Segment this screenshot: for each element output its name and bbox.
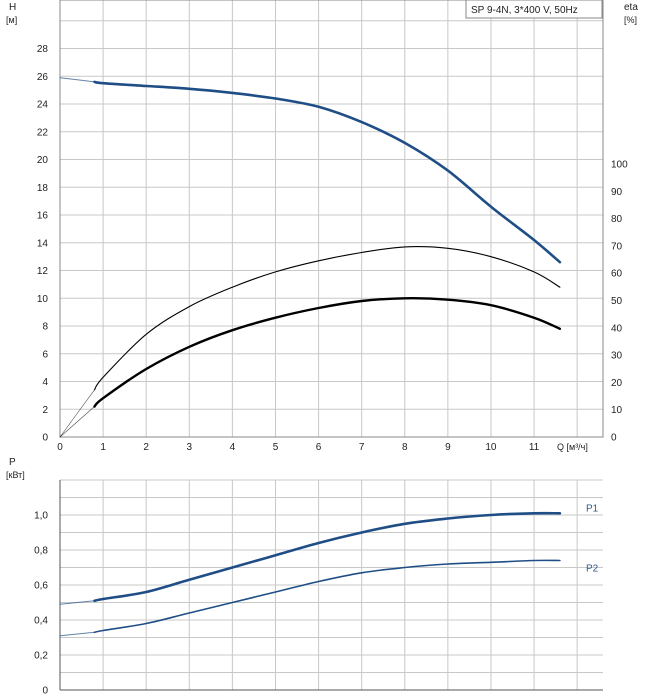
p-axis-label: P bbox=[9, 457, 16, 468]
p-tick-label: 0,4 bbox=[34, 616, 48, 627]
title-box bbox=[465, 0, 603, 19]
x-tick-label: 2 bbox=[143, 442, 149, 453]
chart-title: SP 9-4N, 3*400 V, 50Hz bbox=[471, 5, 578, 16]
y2-tick-label: 90 bbox=[611, 187, 623, 198]
x-tick-label: 8 bbox=[402, 442, 408, 453]
series-label-p2: P2 bbox=[586, 564, 599, 575]
series-line-eta-extrapolated bbox=[59, 389, 95, 438]
y-axis-label: H bbox=[9, 2, 16, 13]
y-tick-label: 22 bbox=[37, 127, 49, 138]
x-tick-label: 4 bbox=[230, 442, 236, 453]
series-line-eta-thick bbox=[93, 297, 562, 408]
p-tick-label: 0,6 bbox=[34, 581, 48, 592]
x-tick-label: 3 bbox=[187, 442, 193, 453]
series-line-p2-extrapolated bbox=[59, 631, 95, 637]
x-tick-label: 9 bbox=[445, 442, 451, 453]
y-tick-label: 6 bbox=[42, 349, 48, 360]
series-line-eta-thick-extrapolated bbox=[59, 406, 95, 438]
y2-axis-label: eta bbox=[624, 2, 638, 13]
p-tick-label: 0 bbox=[42, 686, 48, 697]
y-tick-label: 14 bbox=[37, 238, 49, 249]
y-tick-label: 16 bbox=[37, 211, 49, 222]
bottom-panel-grid bbox=[59, 479, 603, 691]
x-tick-label: 0 bbox=[57, 442, 63, 453]
y2-tick-label: 30 bbox=[611, 351, 623, 362]
y-tick-label: 24 bbox=[37, 100, 49, 111]
y2-tick-label: 50 bbox=[611, 296, 623, 307]
x-tick-label: 7 bbox=[359, 442, 365, 453]
p-tick-label: 0,8 bbox=[34, 546, 48, 557]
y-tick-label: 0 bbox=[42, 433, 48, 444]
y2-tick-label: 80 bbox=[611, 214, 623, 225]
p-tick-label: 0,2 bbox=[34, 651, 48, 662]
x-tick-label: 10 bbox=[485, 442, 497, 453]
y-tick-label: 28 bbox=[37, 44, 49, 55]
y2-tick-label: 20 bbox=[611, 378, 623, 389]
x-tick-label: 1 bbox=[100, 442, 106, 453]
series-line-head bbox=[93, 80, 562, 264]
y-tick-label: 8 bbox=[42, 322, 48, 333]
y-tick-label: 12 bbox=[37, 266, 49, 277]
y2-tick-label: 40 bbox=[611, 323, 623, 334]
p-axis-unit: [кВт] bbox=[6, 470, 25, 480]
y-tick-label: 26 bbox=[37, 72, 49, 83]
y2-tick-label: 100 bbox=[611, 160, 628, 171]
y2-tick-label: 0 bbox=[611, 433, 617, 444]
x-tick-label: 6 bbox=[316, 442, 322, 453]
y2-axis-unit: [%] bbox=[624, 15, 637, 25]
x-tick-label: 5 bbox=[273, 442, 279, 453]
series-line-p1 bbox=[93, 511, 562, 603]
y2-tick-label: 70 bbox=[611, 241, 623, 252]
y-axis-unit: [м] bbox=[6, 15, 17, 25]
series-label-p1: P1 bbox=[586, 503, 599, 514]
series-line-p2 bbox=[93, 559, 561, 634]
p-tick-label: 1,0 bbox=[34, 511, 48, 522]
x-axis-label: Q [м³/ч] bbox=[557, 442, 588, 452]
y-tick-label: 2 bbox=[42, 405, 48, 416]
series-line-eta-thin bbox=[93, 246, 561, 391]
y2-tick-label: 60 bbox=[611, 269, 623, 280]
top-panel-frame bbox=[59, 0, 604, 438]
y-tick-label: 4 bbox=[42, 377, 48, 388]
series-line-p1-extrapolated bbox=[59, 600, 95, 605]
y2-tick-label: 10 bbox=[611, 405, 623, 416]
y-tick-label: 10 bbox=[37, 294, 49, 305]
series-line-head-extrapolated bbox=[59, 77, 95, 83]
y-tick-label: 18 bbox=[37, 183, 49, 194]
y-tick-label: 20 bbox=[37, 155, 49, 166]
x-tick-label: 11 bbox=[529, 442, 540, 453]
